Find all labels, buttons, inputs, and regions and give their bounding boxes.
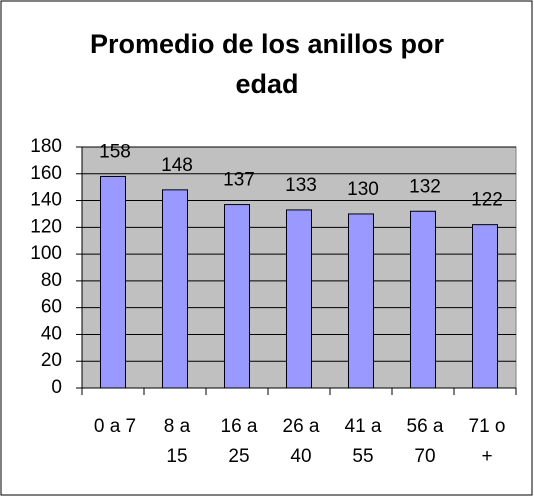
- value-label: 133: [285, 175, 317, 196]
- y-tick-label: 40: [41, 323, 62, 344]
- y-tick-label: 20: [41, 350, 62, 371]
- x-tick-label: 26 a 40: [282, 416, 320, 467]
- x-tick-label: 41 a 55: [344, 416, 382, 467]
- y-tick-label: 100: [30, 243, 62, 264]
- x-tick-label: 8 a 15: [163, 416, 191, 467]
- y-tick-label: 180: [30, 136, 62, 157]
- bar: [286, 209, 312, 389]
- value-label: 158: [99, 141, 131, 162]
- chart-title: Promedio de los anillos por edad: [89, 29, 445, 99]
- value-label: 132: [409, 176, 441, 197]
- bar: [472, 224, 498, 389]
- y-tick-label: 80: [41, 270, 62, 291]
- x-tick-label: 16 a 25: [220, 416, 258, 467]
- y-tick-label: 0: [51, 377, 62, 398]
- bar: [100, 175, 126, 389]
- x-tick-label: 0 a 7: [93, 416, 137, 437]
- bar: [224, 204, 250, 389]
- y-tick-label: 140: [30, 190, 62, 211]
- y-tick-label: 120: [30, 216, 62, 237]
- value-label: 137: [223, 170, 255, 191]
- value-label: 122: [471, 190, 503, 211]
- x-tick-label: 71 o +: [468, 416, 506, 467]
- bar: [162, 189, 188, 389]
- bar: [410, 210, 436, 389]
- bar: [348, 213, 374, 389]
- y-tick-label: 160: [30, 163, 62, 184]
- y-tick-label: 60: [41, 297, 62, 318]
- value-label: 148: [161, 155, 193, 176]
- value-label: 130: [347, 179, 379, 200]
- x-tick-label: 56 a 70: [406, 416, 444, 467]
